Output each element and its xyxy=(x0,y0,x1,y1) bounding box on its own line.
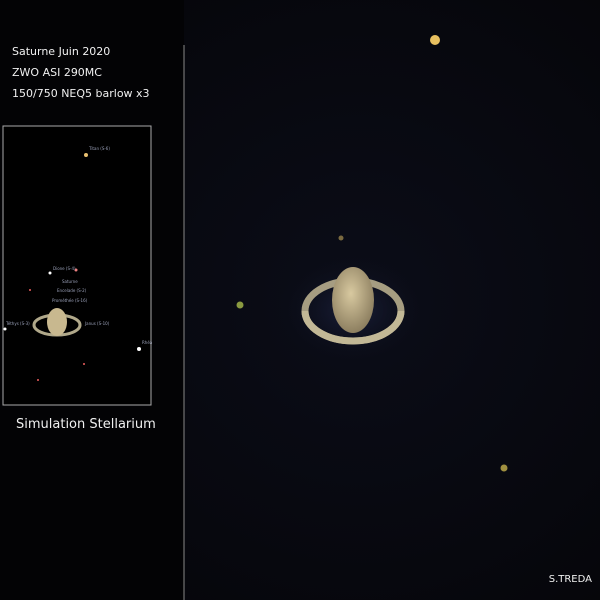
caption-line: Saturne Juin 2020 xyxy=(12,45,110,58)
moon xyxy=(338,235,344,241)
caption-line: 150/750 NEQ5 barlow x3 xyxy=(12,87,150,100)
credit: S.TREDA xyxy=(549,574,592,585)
moon-label: Téthys (S-3) xyxy=(5,321,30,326)
caption-line: ZWO ASI 290MC xyxy=(12,66,102,79)
saturn xyxy=(301,267,405,345)
moon-label: Rhéa xyxy=(142,340,153,345)
moon xyxy=(236,301,244,309)
inset-title: Simulation Stellarium xyxy=(16,417,156,432)
moon xyxy=(500,464,508,472)
moon-label: Encelade (S-2) xyxy=(57,288,87,293)
moon-label: Saturne xyxy=(62,279,78,284)
moon xyxy=(430,35,440,45)
moon-label: Titan (S-6) xyxy=(88,146,110,151)
moon-label: Dione (S-4) xyxy=(53,266,76,271)
moon-label: Prométhée (S-16) xyxy=(52,298,88,303)
inset: Titan (S-6) Dione (S-4) Saturne Encelade… xyxy=(2,125,153,406)
moon-label: Janus (S-10) xyxy=(84,321,110,326)
caption: Saturne Juin 2020 ZWO ASI 290MC 150/750 … xyxy=(12,45,150,100)
